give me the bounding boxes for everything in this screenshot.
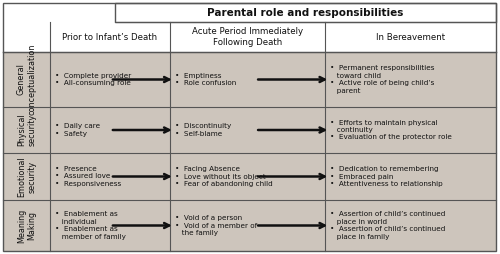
Text: •  Discontinuity
•  Self-blame: • Discontinuity • Self-blame <box>175 123 231 137</box>
Text: General
conceptualization: General conceptualization <box>17 44 36 115</box>
Text: •  Efforts to maintain physical
   continuity
•  Evaluation of the protector rol: • Efforts to maintain physical continuit… <box>330 119 452 140</box>
Text: •  Facing Absence
•  Love without its object
•  Fear of abandoning child: • Facing Absence • Love without its obje… <box>175 166 273 187</box>
Text: Emotional
security: Emotional security <box>17 156 36 197</box>
Text: Meaning
Making: Meaning Making <box>17 208 36 243</box>
Text: In Bereavement: In Bereavement <box>376 33 445 41</box>
Text: •  Dedication to remembering
•  Embraced pain
•  Attentiveness to relationship: • Dedication to remembering • Embraced p… <box>330 166 443 187</box>
Text: •  Void of a person
•  Void of a member of
   the family: • Void of a person • Void of a member of… <box>175 215 257 236</box>
Bar <box>115 3 496 22</box>
Text: •  Complete provider
•  All-consuming role: • Complete provider • All-consuming role <box>55 73 131 86</box>
Text: •  Assertion of child’s continued
   place in world
•  Assertion of child’s cont: • Assertion of child’s continued place i… <box>330 211 446 240</box>
Text: •  Emptiness
•  Role confusion: • Emptiness • Role confusion <box>175 73 236 86</box>
Text: Parental role and responsibilities: Parental role and responsibilities <box>208 8 404 18</box>
Text: •  Enablement as
   individual
•  Enablement as
   member of family: • Enablement as individual • Enablement … <box>55 211 126 240</box>
Text: •  Permanent responsibilities
   toward child
•  Active role of being child’s
  : • Permanent responsibilities toward chil… <box>330 65 434 94</box>
Text: •  Presence
•  Assured love
•  Responsiveness: • Presence • Assured love • Responsivene… <box>55 166 121 187</box>
Text: Acute Period Immediately
Following Death: Acute Period Immediately Following Death <box>192 27 303 47</box>
Bar <box>3 52 496 251</box>
Text: Prior to Infant’s Death: Prior to Infant’s Death <box>62 33 158 41</box>
Bar <box>3 3 496 52</box>
Text: Physical
security: Physical security <box>17 114 36 146</box>
Text: •  Daily care
•  Safety: • Daily care • Safety <box>55 123 100 137</box>
